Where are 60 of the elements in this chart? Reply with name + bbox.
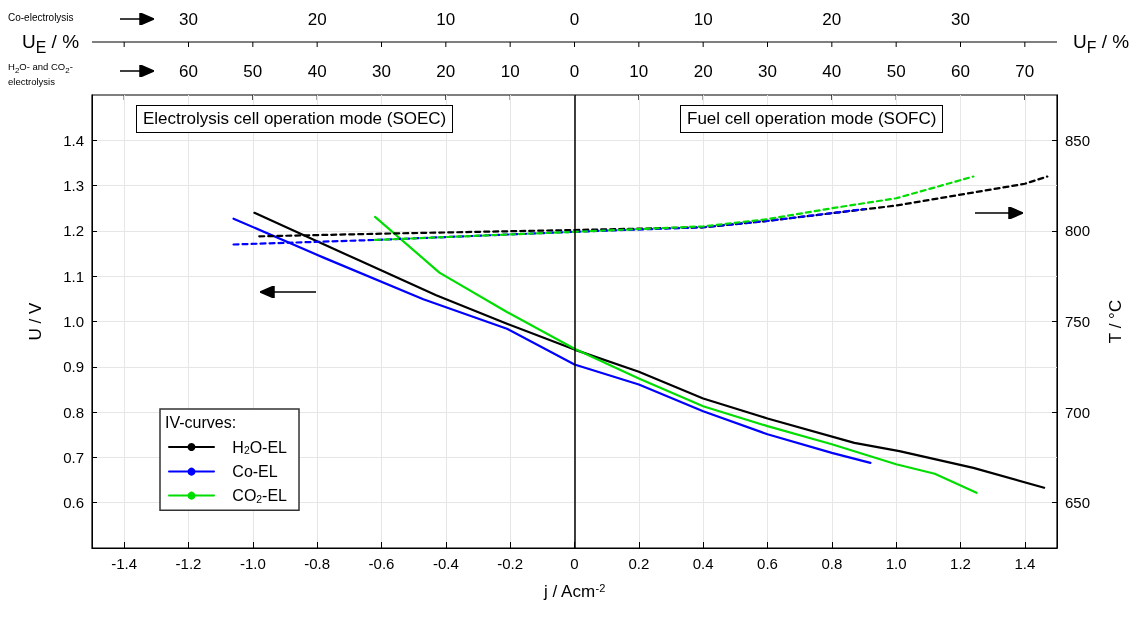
- text: 10: [628, 62, 650, 82]
- x-tick-label: -0.6: [368, 555, 395, 572]
- y2-axis-title: T / °C: [1106, 299, 1125, 344]
- text: H$_{2}$O- and CO$_{2}$-electrolysis: [8, 61, 73, 88]
- x-tick-label: 1.0: [885, 555, 907, 572]
- y-tick-label: 1.3: [63, 177, 84, 195]
- y-tick-label: 1.4: [63, 131, 84, 149]
- text: 40: [306, 62, 328, 82]
- text: 50: [885, 62, 907, 82]
- x-tick-label: 0: [570, 555, 579, 572]
- text: 20: [821, 10, 843, 30]
- x-tick-label: 0.6: [757, 555, 778, 572]
- legend-title: IV-curves:: [165, 413, 237, 431]
- x-tick-label: -0.8: [304, 555, 331, 572]
- x-tick-label: 0.8: [821, 555, 843, 572]
- text: 10: [692, 10, 714, 30]
- y-tick-label: 0.8: [63, 403, 84, 421]
- x-tick-label: -0.2: [497, 555, 524, 572]
- y2-tick-label: 650: [1065, 494, 1091, 512]
- y-tick-label: 1.0: [63, 313, 84, 330]
- y-tick-label: 0.6: [63, 494, 84, 512]
- text: 20: [306, 10, 328, 30]
- text: 50: [242, 62, 264, 82]
- legend-label: Co-EL: [219, 463, 278, 481]
- text: 20: [435, 62, 457, 82]
- y2-tick-label: 850: [1065, 131, 1091, 149]
- text: 30: [371, 62, 392, 82]
- text: 70: [1014, 62, 1036, 82]
- text: 0: [568, 10, 581, 30]
- text: 40: [821, 62, 843, 82]
- annotation: Fuel cell operation mode (SOFC): [680, 105, 944, 133]
- text: 30: [950, 10, 971, 30]
- text: U$_{E}$ / %: [22, 31, 80, 57]
- y-tick-label: 0.9: [63, 358, 84, 376]
- x-tick-label: -0.4: [432, 555, 459, 572]
- x-tick-label: -1.4: [111, 555, 138, 572]
- y2-tick-label: 700: [1065, 403, 1091, 421]
- x-tick-label: 1.2: [950, 555, 971, 572]
- text: 60: [950, 62, 971, 82]
- text: 30: [757, 62, 778, 82]
- y-tick-label: 1.1: [63, 267, 84, 285]
- y-tick-label: 0.7: [63, 448, 84, 466]
- x-tick-label: 0.4: [692, 555, 714, 572]
- x-tick-label: -1.2: [175, 555, 202, 572]
- text: 10: [499, 62, 521, 82]
- text: 10: [435, 10, 457, 30]
- text: 60: [178, 62, 199, 82]
- text: U$_{F}$ / %: [1073, 31, 1130, 57]
- x-tick-label: -1.0: [239, 555, 266, 572]
- text: 30: [178, 10, 199, 30]
- text: 0: [568, 62, 581, 82]
- annotation: Electrolysis cell operation mode (SOEC): [136, 105, 454, 133]
- x-tick-label: 1.4: [1014, 555, 1036, 572]
- y2-tick-label: 800: [1065, 222, 1091, 240]
- x-tick-label: 0.2: [628, 555, 650, 572]
- text: 20: [692, 62, 714, 82]
- y-tick-label: 1.2: [63, 222, 84, 240]
- y2-tick-label: 750: [1065, 313, 1091, 330]
- y-axis-title: U / V: [26, 301, 45, 341]
- text: Co-electrolysis: [8, 12, 74, 23]
